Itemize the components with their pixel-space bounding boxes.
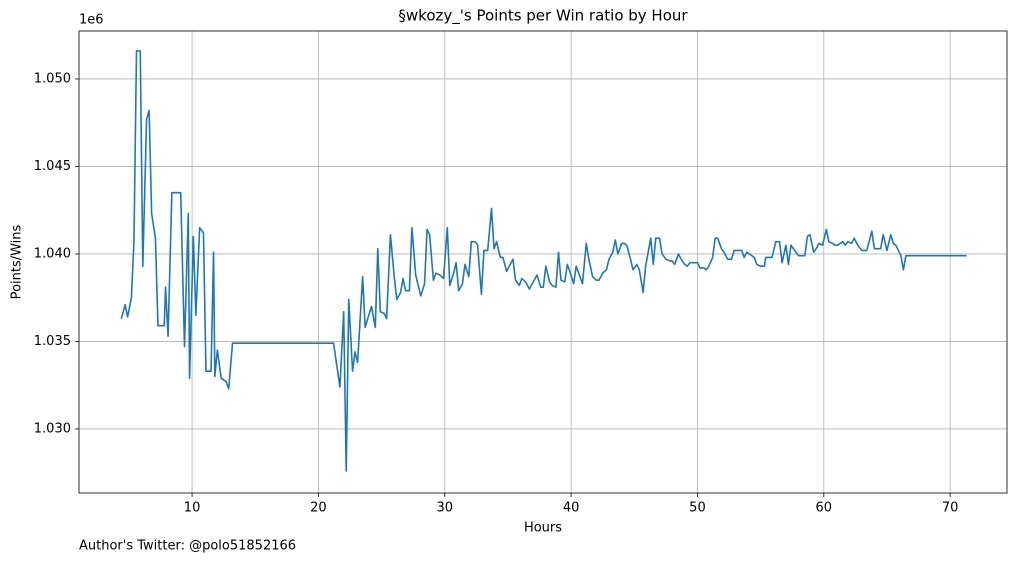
data-line bbox=[120, 50, 967, 472]
y-tick-label: 1.050 bbox=[34, 71, 71, 86]
x-axis-label: Hours bbox=[524, 521, 562, 536]
x-tick-label: 70 bbox=[942, 501, 959, 516]
y-offset-label: 1e6 bbox=[79, 13, 104, 28]
y-tick-label: 1.040 bbox=[34, 246, 71, 261]
y-tick-label: 1.035 bbox=[34, 334, 71, 349]
x-tick-label: 60 bbox=[816, 501, 833, 516]
footnote: Author's Twitter: @polo51852166 bbox=[79, 539, 296, 554]
x-tick-label: 30 bbox=[436, 501, 453, 516]
x-tick-label: 20 bbox=[310, 501, 327, 516]
x-tick-label: 40 bbox=[563, 501, 580, 516]
y-tick-label: 1.045 bbox=[34, 159, 71, 174]
x-tick-label: 50 bbox=[689, 501, 706, 516]
plot-area: 10 20 30 40 50 60 70 1.030 1.035 1.040 1.045 1.050 bbox=[34, 30, 1008, 516]
x-tick-label: 10 bbox=[184, 501, 201, 516]
y-tick-label: 1.030 bbox=[34, 421, 71, 436]
plot-frame bbox=[78, 30, 1008, 494]
y-axis-label: Points/Wins bbox=[10, 224, 25, 299]
chart-title: §wkozy_'s Points per Win ratio by Hour bbox=[398, 7, 688, 26]
